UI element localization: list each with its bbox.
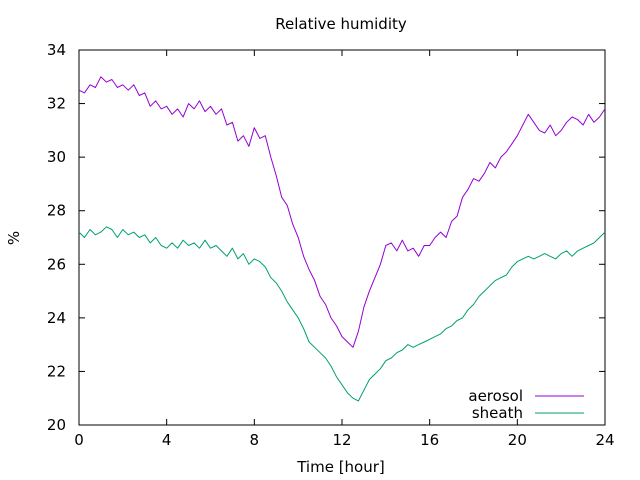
series-line-aerosol [78, 76, 606, 348]
x-axis: 0 4 8 12 16 20 24 [74, 50, 615, 449]
legend-label-sheath: sheath [472, 404, 523, 422]
y-tick-label: 34 [47, 41, 66, 59]
x-tick-label: 4 [162, 431, 172, 449]
legend-label-aerosol: aerosol [468, 387, 523, 405]
x-tick-label: 12 [332, 431, 351, 449]
chart-title: Relative humidity [275, 15, 407, 33]
y-tick-label: 32 [47, 95, 66, 113]
x-tick-label: 24 [595, 431, 614, 449]
y-tick-label: 24 [47, 309, 66, 327]
x-tick-label: 0 [74, 431, 84, 449]
x-tick-label: 20 [508, 431, 527, 449]
y-tick-label: 30 [47, 148, 66, 166]
plot-frame [78, 49, 606, 426]
y-tick-label: 28 [47, 202, 66, 220]
legend: aerosol sheath [468, 387, 584, 422]
x-tick-label: 8 [250, 431, 260, 449]
series-line-sheath [78, 226, 606, 402]
y-tick-label: 22 [47, 362, 66, 380]
y-axis-label: % [5, 231, 23, 245]
y-tick-label: 26 [47, 255, 66, 273]
y-axis: 20 22 24 26 28 30 32 34 [47, 41, 605, 434]
x-axis-label: Time [hour] [296, 458, 385, 476]
series-layer [78, 76, 606, 402]
y-tick-label: 20 [47, 416, 66, 434]
x-tick-label: 16 [420, 431, 439, 449]
